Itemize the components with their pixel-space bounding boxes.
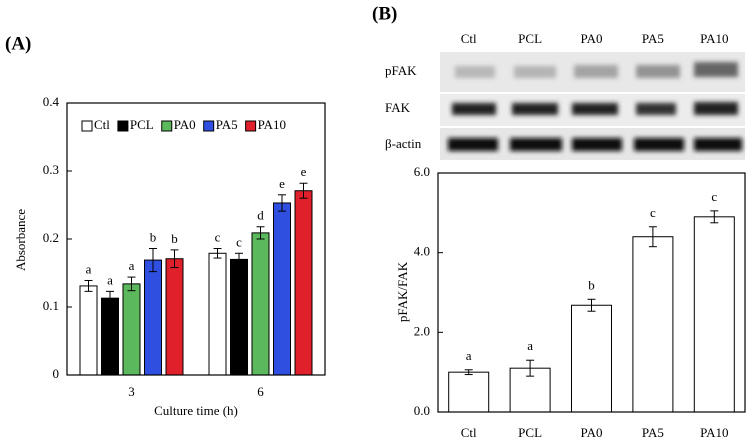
bar	[230, 258, 248, 376]
legend-label: PA0	[174, 117, 196, 132]
legend-swatch	[117, 120, 129, 132]
legend-swatch	[203, 120, 215, 132]
bar	[144, 259, 162, 376]
legend-label: PA10	[258, 117, 286, 132]
legend-swatch	[161, 120, 173, 132]
bar	[251, 232, 270, 376]
bar-letter: b	[171, 231, 178, 246]
x-tick-label: PA0	[581, 425, 603, 440]
bar-letter: c	[236, 234, 242, 249]
bar-letter: c	[650, 205, 656, 220]
y-tick-label: 2.0	[414, 323, 430, 338]
lane-label: Ctl	[461, 31, 477, 46]
lane-label: PA0	[581, 31, 603, 46]
bar-letter: a	[107, 272, 113, 287]
bar-letter: e	[301, 164, 307, 179]
bar-letter: b	[150, 230, 157, 245]
x-axis-label: Culture time (h)	[154, 403, 238, 418]
y-tick-label: 0	[53, 366, 60, 381]
x-tick-label: Ctl	[461, 425, 477, 440]
legend-label: PCL	[130, 117, 154, 132]
bar	[571, 304, 612, 413]
x-tick-label: PA5	[642, 425, 664, 440]
blot-row-label: pFAK	[385, 63, 417, 78]
panel-label: (A)	[5, 33, 31, 54]
bar-letter: c	[215, 230, 221, 245]
y-tick-label: 0.3	[43, 162, 59, 177]
bar	[122, 283, 141, 376]
blot-row-label: FAK	[385, 100, 411, 115]
y-axis-label: pFAK/FAK	[395, 261, 410, 322]
bar	[632, 236, 674, 413]
bar-letter: c	[711, 189, 717, 204]
bar-letter: e	[279, 176, 285, 191]
y-tick-label: 0.0	[414, 403, 430, 418]
plot-frame	[66, 102, 326, 376]
legend-swatch	[245, 120, 257, 132]
bar-letter: a	[466, 348, 472, 363]
y-tick-label: 6.0	[414, 164, 430, 179]
y-tick-label: 0.1	[43, 298, 59, 313]
bar	[165, 258, 184, 376]
bar	[693, 216, 735, 413]
lane-label: PA10	[700, 31, 728, 46]
bar-letter: a	[86, 261, 92, 276]
bar	[294, 190, 313, 376]
legend-label: PA5	[216, 117, 238, 132]
bar	[448, 371, 490, 413]
legend-swatch	[81, 120, 93, 132]
legend-label: Ctl	[94, 117, 110, 132]
y-tick-label: 0.2	[43, 230, 59, 245]
bar-letter: a	[527, 338, 533, 353]
x-tick-label: 6	[257, 384, 264, 399]
bar	[79, 285, 98, 376]
x-tick-label: 3	[128, 384, 135, 399]
bar	[101, 297, 119, 376]
western-blot	[440, 52, 745, 160]
y-axis-label: Absorbance	[13, 209, 28, 271]
x-tick-label: PA10	[700, 425, 728, 440]
bar	[208, 252, 227, 376]
bar-letter: d	[257, 208, 264, 223]
blot-row-label: β-actin	[385, 136, 422, 151]
plot-frame	[437, 172, 746, 413]
bar-letter: a	[129, 258, 135, 273]
bar-letter: b	[588, 277, 595, 292]
lane-label: PCL	[518, 31, 542, 46]
bar	[273, 202, 291, 376]
y-tick-label: 0.4	[43, 94, 60, 109]
panel-label: (B)	[372, 3, 397, 24]
blot-bands	[448, 62, 742, 151]
x-tick-label: PCL	[518, 425, 542, 440]
lane-label: PA5	[642, 31, 664, 46]
y-tick-label: 4.0	[414, 244, 430, 259]
